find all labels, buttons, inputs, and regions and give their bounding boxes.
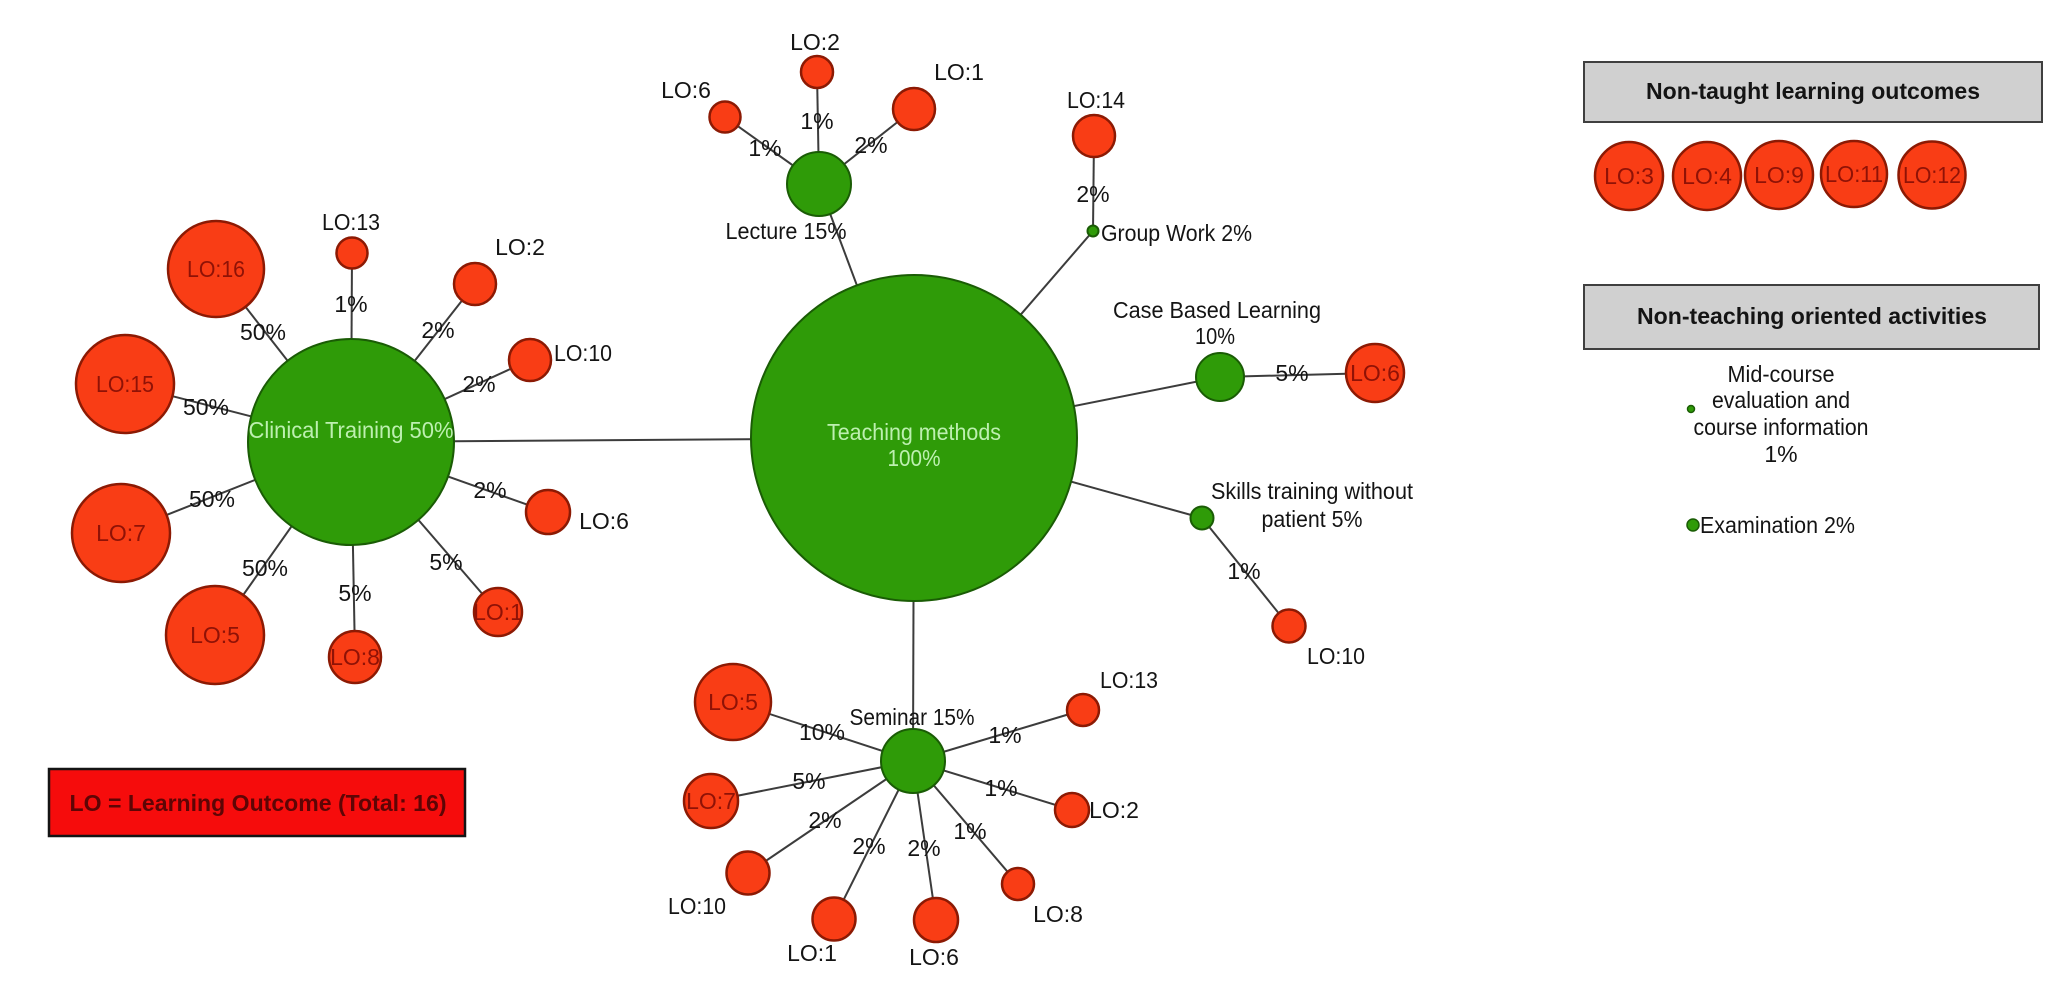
svg-text:LO:5: LO:5: [190, 622, 240, 648]
svg-text:2%: 2%: [907, 835, 940, 861]
svg-text:LO:12: LO:12: [1903, 162, 1961, 188]
svg-text:1%: 1%: [334, 291, 367, 317]
svg-text:LO:8: LO:8: [1033, 901, 1083, 927]
svg-text:Seminar 15%: Seminar 15%: [850, 704, 975, 730]
svg-text:2%: 2%: [808, 807, 841, 833]
svg-text:100%: 100%: [888, 445, 941, 471]
svg-text:Clinical Training 50%: Clinical Training 50%: [249, 417, 454, 443]
svg-text:LO:1: LO:1: [787, 940, 837, 966]
svg-text:50%: 50%: [183, 394, 229, 420]
svg-text:LO:6: LO:6: [661, 77, 711, 103]
svg-text:10%: 10%: [799, 719, 845, 745]
svg-text:10%: 10%: [1195, 323, 1235, 349]
svg-text:50%: 50%: [189, 486, 235, 512]
svg-text:2%: 2%: [852, 833, 885, 859]
svg-text:LO:2: LO:2: [1089, 797, 1139, 823]
svg-text:Group Work 2%: Group Work 2%: [1101, 220, 1252, 246]
svg-text:1%: 1%: [953, 818, 986, 844]
svg-text:LO:6: LO:6: [1350, 360, 1400, 386]
svg-text:1%: 1%: [1764, 441, 1797, 467]
svg-text:LO:13: LO:13: [1100, 667, 1158, 693]
svg-text:LO:3: LO:3: [1604, 163, 1654, 189]
svg-text:Case Based Learning: Case Based Learning: [1113, 297, 1321, 323]
svg-text:LO:16: LO:16: [187, 256, 245, 282]
svg-text:LO:15: LO:15: [96, 371, 154, 397]
svg-text:50%: 50%: [240, 319, 286, 345]
svg-text:LO:4: LO:4: [1682, 163, 1732, 189]
svg-text:Non-taught learning outcomes: Non-taught learning outcomes: [1646, 78, 1980, 104]
svg-text:5%: 5%: [338, 580, 371, 606]
svg-text:LO:2: LO:2: [495, 234, 545, 260]
svg-text:evaluation and: evaluation and: [1712, 387, 1850, 413]
svg-text:LO:8: LO:8: [330, 644, 380, 670]
svg-text:1%: 1%: [1227, 558, 1260, 584]
svg-text:LO:6: LO:6: [909, 944, 959, 970]
svg-text:5%: 5%: [429, 549, 462, 575]
svg-text:2%: 2%: [462, 371, 495, 397]
svg-text:2%: 2%: [473, 477, 506, 503]
svg-text:2%: 2%: [1076, 181, 1109, 207]
svg-text:1%: 1%: [800, 108, 833, 134]
svg-text:LO:10: LO:10: [554, 340, 612, 366]
svg-text:2%: 2%: [421, 317, 454, 343]
svg-text:LO:10: LO:10: [1307, 643, 1365, 669]
svg-text:2%: 2%: [854, 132, 887, 158]
svg-text:Mid-course: Mid-course: [1728, 361, 1835, 387]
svg-text:1%: 1%: [984, 775, 1017, 801]
svg-text:5%: 5%: [792, 768, 825, 794]
svg-text:LO:11: LO:11: [1825, 161, 1883, 187]
svg-text:Non-teaching oriented activiti: Non-teaching oriented activities: [1637, 303, 1987, 329]
svg-text:1%: 1%: [748, 135, 781, 161]
svg-text:5%: 5%: [1275, 360, 1308, 386]
svg-text:LO:7: LO:7: [96, 520, 146, 546]
svg-text:LO:5: LO:5: [708, 689, 758, 715]
svg-text:1%: 1%: [988, 722, 1021, 748]
svg-text:LO:14: LO:14: [1067, 87, 1125, 113]
svg-text:patient 5%: patient 5%: [1262, 506, 1363, 532]
svg-text:Lecture 15%: Lecture 15%: [726, 218, 847, 244]
svg-text:LO:9: LO:9: [1754, 162, 1804, 188]
svg-text:Examination 2%: Examination 2%: [1700, 512, 1855, 538]
svg-text:LO:1: LO:1: [473, 599, 523, 625]
svg-text:LO:1: LO:1: [934, 59, 984, 85]
svg-text:LO:13: LO:13: [322, 209, 380, 235]
svg-text:LO:7: LO:7: [686, 788, 736, 814]
svg-text:50%: 50%: [242, 555, 288, 581]
svg-text:LO = Learning Outcome (Total:: LO = Learning Outcome (Total: 16): [70, 790, 447, 816]
svg-text:LO:10: LO:10: [668, 893, 726, 919]
svg-text:LO:6: LO:6: [579, 508, 629, 534]
svg-text:LO:2: LO:2: [790, 29, 840, 55]
svg-text:Teaching methods: Teaching methods: [827, 419, 1001, 445]
svg-text:course information: course information: [1694, 414, 1869, 440]
svg-text:Skills training without: Skills training without: [1211, 478, 1414, 504]
